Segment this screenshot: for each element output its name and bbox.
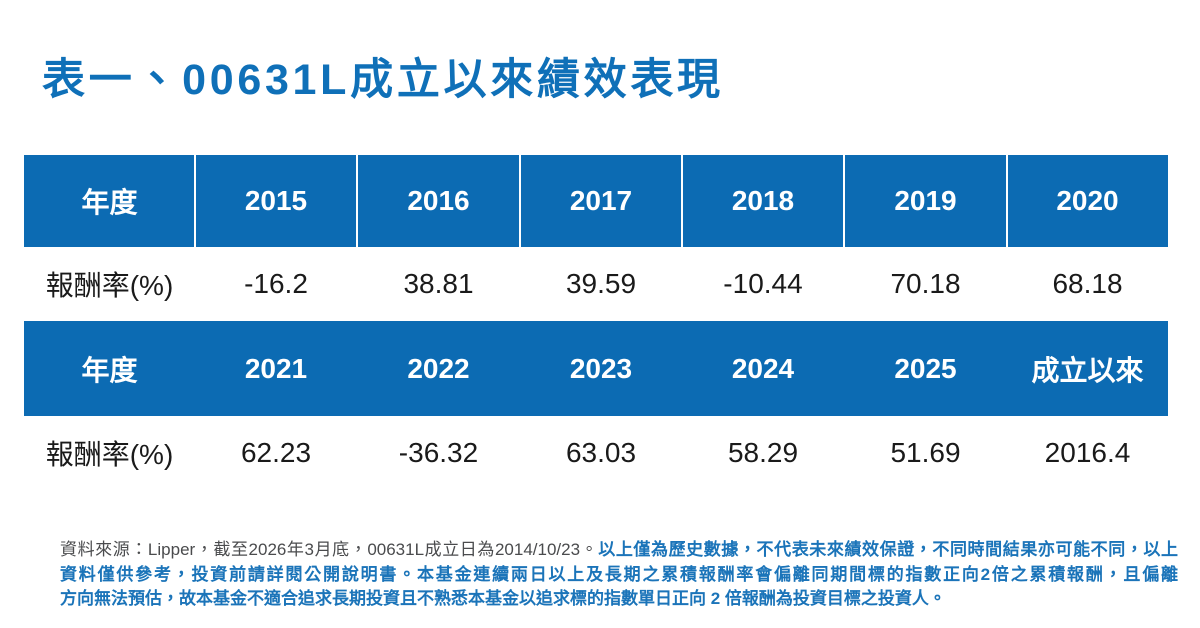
return-cell-inception: 2016.4	[1044, 437, 1131, 468]
return-label-cell: 報酬率(%)	[45, 270, 174, 301]
footnote-line-2: 資料僅供參考，投資前請詳閱公開說明書。本基金連續兩日以上及長期之累積報酬率會偏離…	[60, 564, 1178, 584]
year-label-cell: 年度	[81, 187, 138, 218]
return-cell-2021: 62.23	[240, 437, 312, 468]
footnote-line-1: 資料來源：Lipper，截至2026年3月底，00631L成立日為2014/10…	[60, 538, 1178, 563]
return-cell-2018: -10.44	[723, 268, 803, 299]
return-cell-2015: -16.2	[244, 268, 308, 299]
year-cell-2020: 2020	[1056, 185, 1119, 216]
year-cell-2018: 2018	[731, 185, 795, 216]
footnote-source: 資料來源：Lipper，截至2026年3月底，00631L成立日為2014/10…	[60, 540, 599, 559]
return-row-1: 報酬率(%) -16.2 38.81 39.59 -10.44 70.18 68…	[24, 247, 1168, 321]
year-cell-2022: 2022	[407, 352, 470, 384]
return-row-2: 報酬率(%) 62.23 -36.32 63.03 58.29 51.69 20…	[24, 416, 1168, 490]
year-header-row-1: 年度 2015 2016 2017 2018 2019 2020	[24, 155, 1168, 247]
year-cell-2025: 2025	[894, 352, 957, 384]
return-label-cell-2: 報酬率(%)	[45, 439, 174, 470]
year-cell-2023: 2023	[569, 352, 633, 384]
year-cell-2019: 2019	[894, 185, 957, 216]
year-header-row-2: 年度 2021 2022 2023 2024 2025 成立以來	[24, 321, 1168, 416]
footnote: 資料來源：Lipper，截至2026年3月底，00631L成立日為2014/10…	[60, 538, 1178, 612]
year-cell-2017: 2017	[569, 185, 633, 216]
page-title: 表一、00631L成立以來績效表現	[42, 56, 724, 104]
return-cell-2023: 63.03	[565, 437, 637, 468]
footnote-disclaimer-1: 以上僅為歷史數據，不代表未來績效保證，不同時間結果亦可能不同，以上	[598, 540, 1179, 559]
return-cell-2017: 39.59	[565, 268, 637, 299]
return-cell-2019: 70.18	[890, 268, 961, 299]
return-cell-2020: 68.18	[1052, 268, 1123, 299]
year-cell-2015: 2015	[244, 185, 308, 216]
footnote-line-3: 方向無法預估，故本基金不適合追求長期投資且不熟悉本基金以追求標的指數單日正向 2…	[60, 589, 946, 609]
return-cell-2016: 38.81	[403, 268, 474, 299]
year-cell-inception: 成立以來	[1031, 354, 1144, 386]
return-cell-2025: 51.69	[890, 437, 961, 468]
return-cell-2022: -36.32	[398, 437, 479, 468]
year-cell-2024: 2024	[731, 352, 795, 384]
year-label-cell-2: 年度	[81, 354, 138, 386]
return-cell-2024: 58.29	[727, 437, 799, 468]
year-cell-2016: 2016	[407, 185, 470, 216]
performance-table: 年度 2015 2016 2017 2018 2019 2020 報酬率(%) …	[24, 155, 1168, 490]
year-cell-2021: 2021	[244, 352, 308, 384]
